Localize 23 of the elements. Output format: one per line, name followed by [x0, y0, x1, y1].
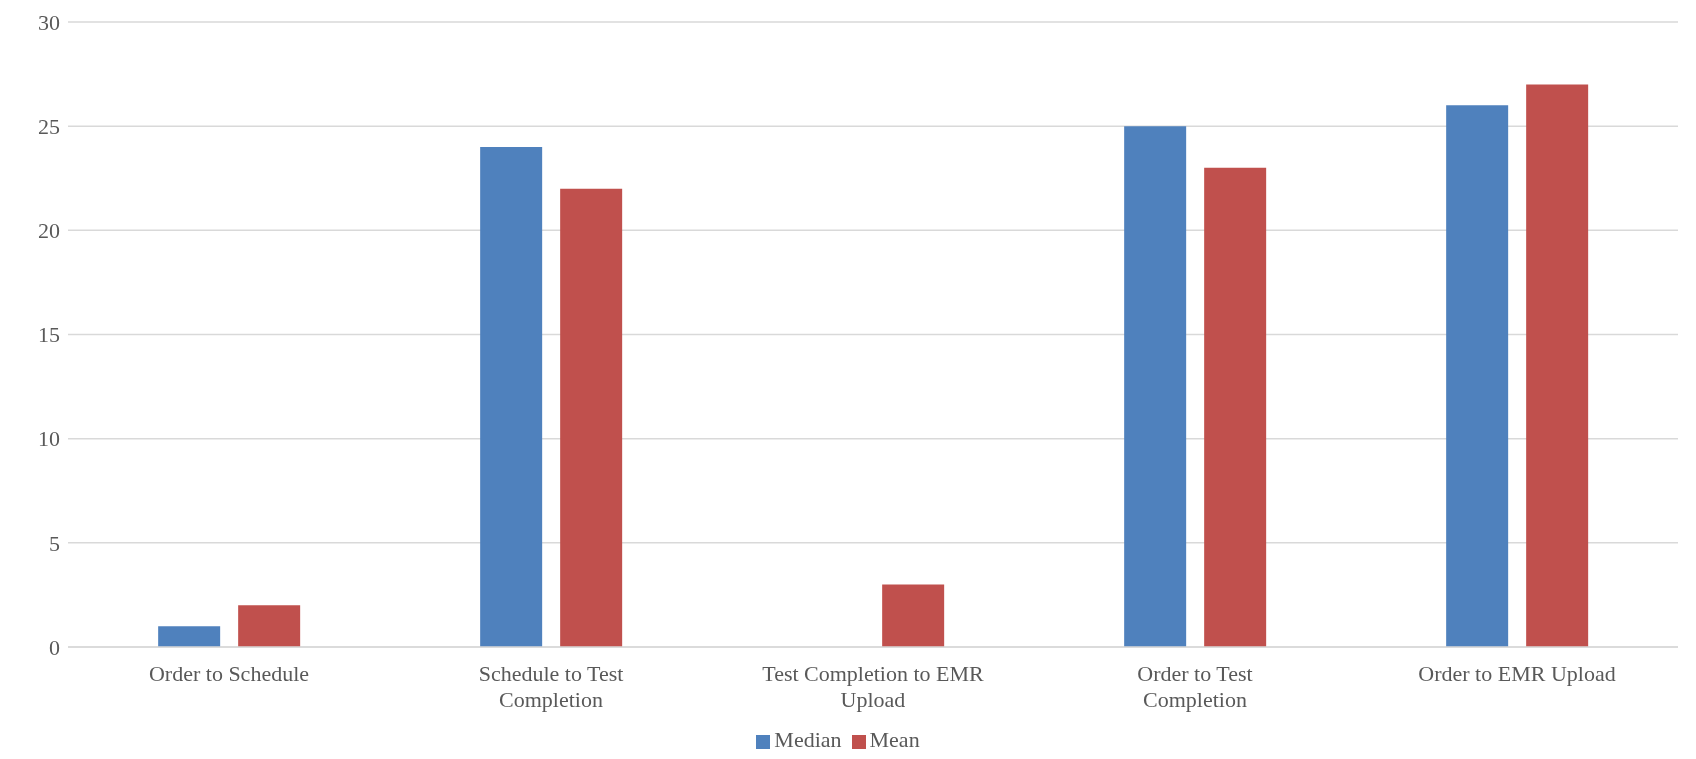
y-tick-label: 20 — [38, 218, 60, 244]
bar — [1446, 105, 1509, 647]
bar — [480, 147, 543, 647]
bar — [1526, 84, 1589, 647]
y-tick-label: 10 — [38, 426, 60, 452]
y-tick-label: 30 — [38, 9, 60, 35]
y-tick-label: 5 — [49, 530, 60, 556]
y-tick-label: 25 — [38, 113, 60, 139]
legend-label: Mean — [869, 727, 920, 752]
bar — [1124, 126, 1187, 647]
legend-label: Median — [774, 727, 842, 752]
bar — [1204, 167, 1267, 647]
x-tick-label: Test Completion to EMR Upload — [762, 661, 985, 712]
x-tick-label: Schedule to Test Completion — [478, 661, 624, 712]
y-tick-label: 15 — [38, 322, 60, 348]
y-tick-label: 0 — [49, 634, 60, 660]
bar — [238, 605, 301, 647]
x-tick-label: Order to Test Completion — [1137, 661, 1253, 712]
x-tick-label: Order to Schedule — [148, 661, 310, 686]
bar — [560, 188, 623, 647]
bar — [882, 584, 945, 647]
x-tick-label: Order to EMR Upload — [1418, 661, 1616, 686]
bar — [158, 626, 221, 647]
